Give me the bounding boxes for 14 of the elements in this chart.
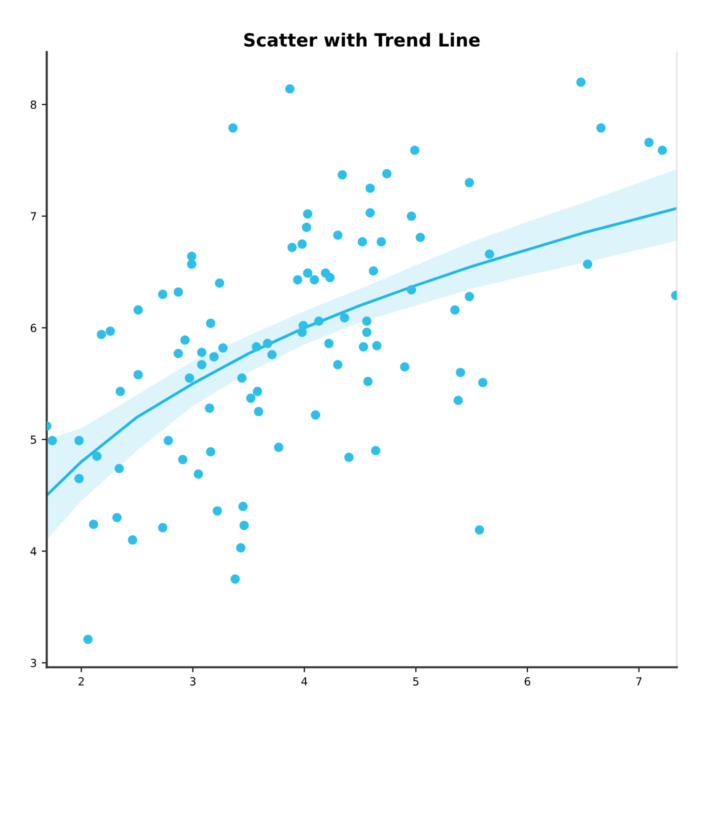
- x-tick-label: 6: [524, 677, 530, 686]
- x-tick-label: 4: [301, 677, 308, 686]
- x-tick-label: 2: [78, 677, 84, 686]
- x-tick-label: 3: [190, 677, 196, 686]
- y-tick-label: 4: [30, 547, 36, 556]
- y-tick-label: 6: [30, 324, 36, 332]
- line-series: [46, 206, 677, 497]
- y-tick-label: 5: [30, 436, 36, 444]
- x-tick-label: 7: [636, 677, 642, 686]
- x-tick-label: 5: [413, 677, 418, 686]
- y-tick-label: 7: [30, 212, 36, 220]
- y-tick-label: 3: [30, 658, 36, 668]
- chart-title: Scatter with Trend Line: [244, 32, 480, 47]
- y-tick-label: 8: [30, 100, 36, 109]
